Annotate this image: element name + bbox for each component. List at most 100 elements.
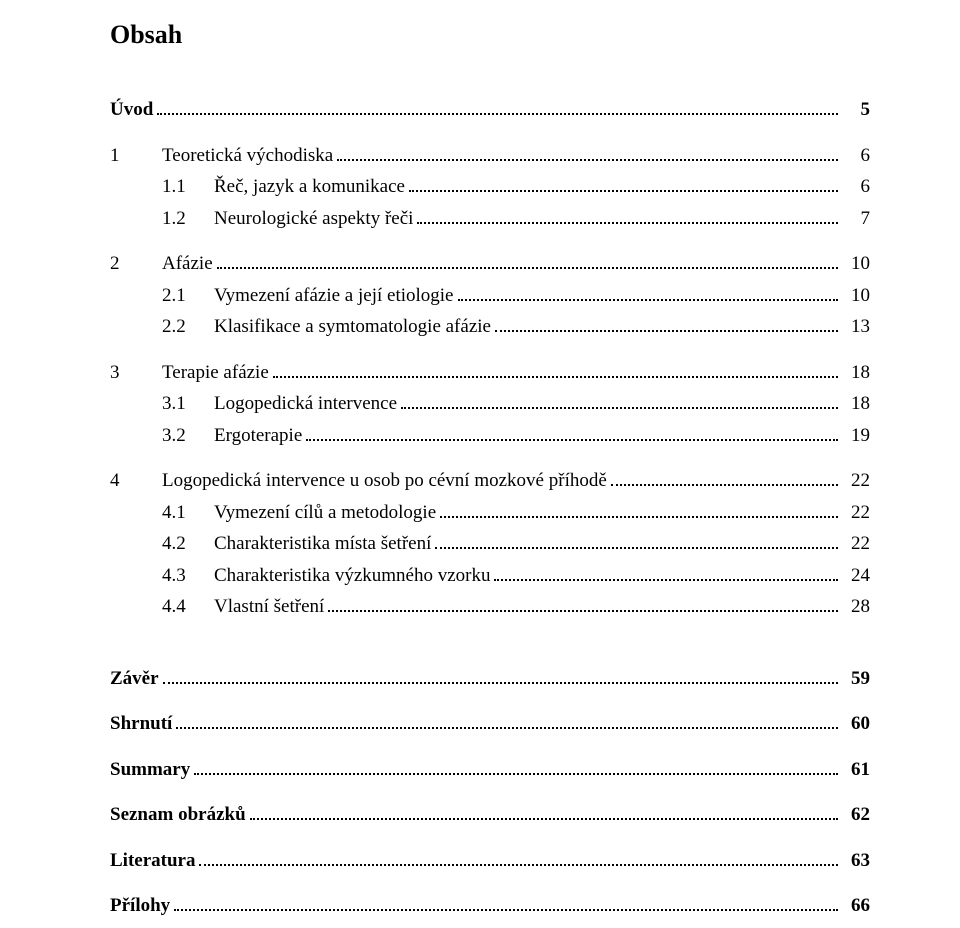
toc-entry-label: Závěr xyxy=(110,665,159,694)
toc-entry-number: 2.1 xyxy=(162,282,214,311)
toc-entry-number: 4 xyxy=(110,467,162,496)
toc-entry: 3.1Logopedická intervence 18 xyxy=(110,390,870,419)
toc-entry-label: Klasifikace a symtomatologie afázie xyxy=(214,313,491,342)
toc-entry: 1Teoretická východiska 6 xyxy=(110,142,870,171)
toc-entry-label: Přílohy xyxy=(110,892,170,921)
toc-entry-number: 3.2 xyxy=(162,422,214,451)
toc-entry-number: 1.2 xyxy=(162,205,214,234)
toc-entry: 4.2Charakteristika místa šetření 22 xyxy=(110,530,870,559)
toc-entry-page: 28 xyxy=(842,593,870,622)
toc-entry: Přílohy 66 xyxy=(110,892,870,921)
toc-entry-label: Shrnutí xyxy=(110,710,172,739)
toc-leader-dots xyxy=(495,330,838,332)
toc-leader-dots xyxy=(217,267,838,269)
toc-entry: 3.2Ergoterapie 19 xyxy=(110,422,870,451)
toc-entry-page: 59 xyxy=(842,665,870,694)
toc-leader-dots xyxy=(440,516,838,518)
toc-container: Úvod51Teoretická východiska61.1Řeč, jazy… xyxy=(110,96,870,921)
toc-entry-label: Afázie xyxy=(162,250,213,279)
toc-entry-page: 5 xyxy=(842,96,870,125)
toc-entry-label: Literatura xyxy=(110,847,195,876)
toc-entry: 2.1Vymezení afázie a její etiologie 10 xyxy=(110,282,870,311)
spacer xyxy=(110,878,870,892)
toc-leader-dots xyxy=(194,773,838,775)
toc-entry-page: 66 xyxy=(842,892,870,921)
toc-entry-page: 18 xyxy=(842,390,870,419)
toc-entry-label: Terapie afázie xyxy=(162,359,269,388)
toc-entry: Seznam obrázků 62 xyxy=(110,801,870,830)
toc-entry-page: 7 xyxy=(842,205,870,234)
spacer xyxy=(110,787,870,801)
toc-leader-dots xyxy=(435,547,838,549)
toc-entry-page: 6 xyxy=(842,173,870,202)
toc-entry-page: 10 xyxy=(842,250,870,279)
toc-entry-number: 4.4 xyxy=(162,593,214,622)
toc-entry-page: 18 xyxy=(842,359,870,388)
spacer xyxy=(110,128,870,142)
toc-leader-dots xyxy=(611,484,838,486)
toc-entry: 4Logopedická intervence u osob po cévní … xyxy=(110,467,870,496)
toc-entry-label: Charakteristika výzkumného vzorku xyxy=(214,562,490,591)
toc-entry-label: Charakteristika místa šetření xyxy=(214,530,431,559)
spacer xyxy=(110,625,870,665)
toc-entry-page: 10 xyxy=(842,282,870,311)
toc-entry: 4.1Vymezení cílů a metodologie 22 xyxy=(110,499,870,528)
toc-entry-page: 62 xyxy=(842,801,870,830)
toc-entry-page: 63 xyxy=(842,847,870,876)
toc-entry-page: 60 xyxy=(842,710,870,739)
toc-entry: 1.1Řeč, jazyk a komunikace 6 xyxy=(110,173,870,202)
toc-entry: 2.2Klasifikace a symtomatologie afázie13 xyxy=(110,313,870,342)
toc-leader-dots xyxy=(176,727,838,729)
toc-entry: Literatura 63 xyxy=(110,847,870,876)
document-page: Obsah Úvod51Teoretická východiska61.1Řeč… xyxy=(0,0,960,928)
toc-entry-page: 24 xyxy=(842,562,870,591)
toc-entry-number: 3.1 xyxy=(162,390,214,419)
toc-entry: 1.2Neurologické aspekty řeči7 xyxy=(110,205,870,234)
toc-leader-dots xyxy=(273,376,838,378)
spacer xyxy=(110,236,870,250)
toc-entry-label: Vymezení cílů a metodologie xyxy=(214,499,436,528)
toc-entry-number: 4.1 xyxy=(162,499,214,528)
toc-entry-label: Řeč, jazyk a komunikace xyxy=(214,173,405,202)
toc-entry-label: Vlastní šetření xyxy=(214,593,324,622)
toc-entry-page: 6 xyxy=(842,142,870,171)
toc-entry-label: Úvod xyxy=(110,96,153,125)
toc-entry-page: 22 xyxy=(842,499,870,528)
toc-entry: 4.3Charakteristika výzkumného vzorku 24 xyxy=(110,562,870,591)
toc-entry: Závěr 59 xyxy=(110,665,870,694)
toc-leader-dots xyxy=(328,610,838,612)
toc-leader-dots xyxy=(250,818,838,820)
toc-entry-label: Vymezení afázie a její etiologie xyxy=(214,282,454,311)
spacer xyxy=(110,696,870,710)
toc-leader-dots xyxy=(306,439,838,441)
toc-leader-dots xyxy=(409,190,838,192)
toc-leader-dots xyxy=(174,909,838,911)
toc-entry-number: 1 xyxy=(110,142,162,171)
toc-entry: 2Afázie 10 xyxy=(110,250,870,279)
toc-entry-label: Logopedická intervence u osob po cévní m… xyxy=(162,467,607,496)
toc-entry-label: Logopedická intervence xyxy=(214,390,397,419)
toc-entry-page: 19 xyxy=(842,422,870,451)
toc-entry-label: Summary xyxy=(110,756,190,785)
toc-leader-dots xyxy=(401,407,838,409)
toc-entry-page: 61 xyxy=(842,756,870,785)
toc-entry-page: 22 xyxy=(842,530,870,559)
toc-leader-dots xyxy=(417,222,838,224)
toc-leader-dots xyxy=(163,682,838,684)
toc-leader-dots xyxy=(199,864,838,866)
toc-entry-label: Ergoterapie xyxy=(214,422,302,451)
spacer xyxy=(110,742,870,756)
toc-entry-number: 1.1 xyxy=(162,173,214,202)
toc-entry-label: Seznam obrázků xyxy=(110,801,246,830)
toc-entry-page: 13 xyxy=(842,313,870,342)
toc-entry: Shrnutí 60 xyxy=(110,710,870,739)
toc-entry: Summary 61 xyxy=(110,756,870,785)
toc-title: Obsah xyxy=(110,20,870,50)
toc-entry-label: Teoretická východiska xyxy=(162,142,333,171)
toc-entry-number: 2 xyxy=(110,250,162,279)
spacer xyxy=(110,345,870,359)
toc-entry-number: 4.2 xyxy=(162,530,214,559)
toc-entry-number: 4.3 xyxy=(162,562,214,591)
toc-entry-number: 3 xyxy=(110,359,162,388)
toc-leader-dots xyxy=(157,113,838,115)
